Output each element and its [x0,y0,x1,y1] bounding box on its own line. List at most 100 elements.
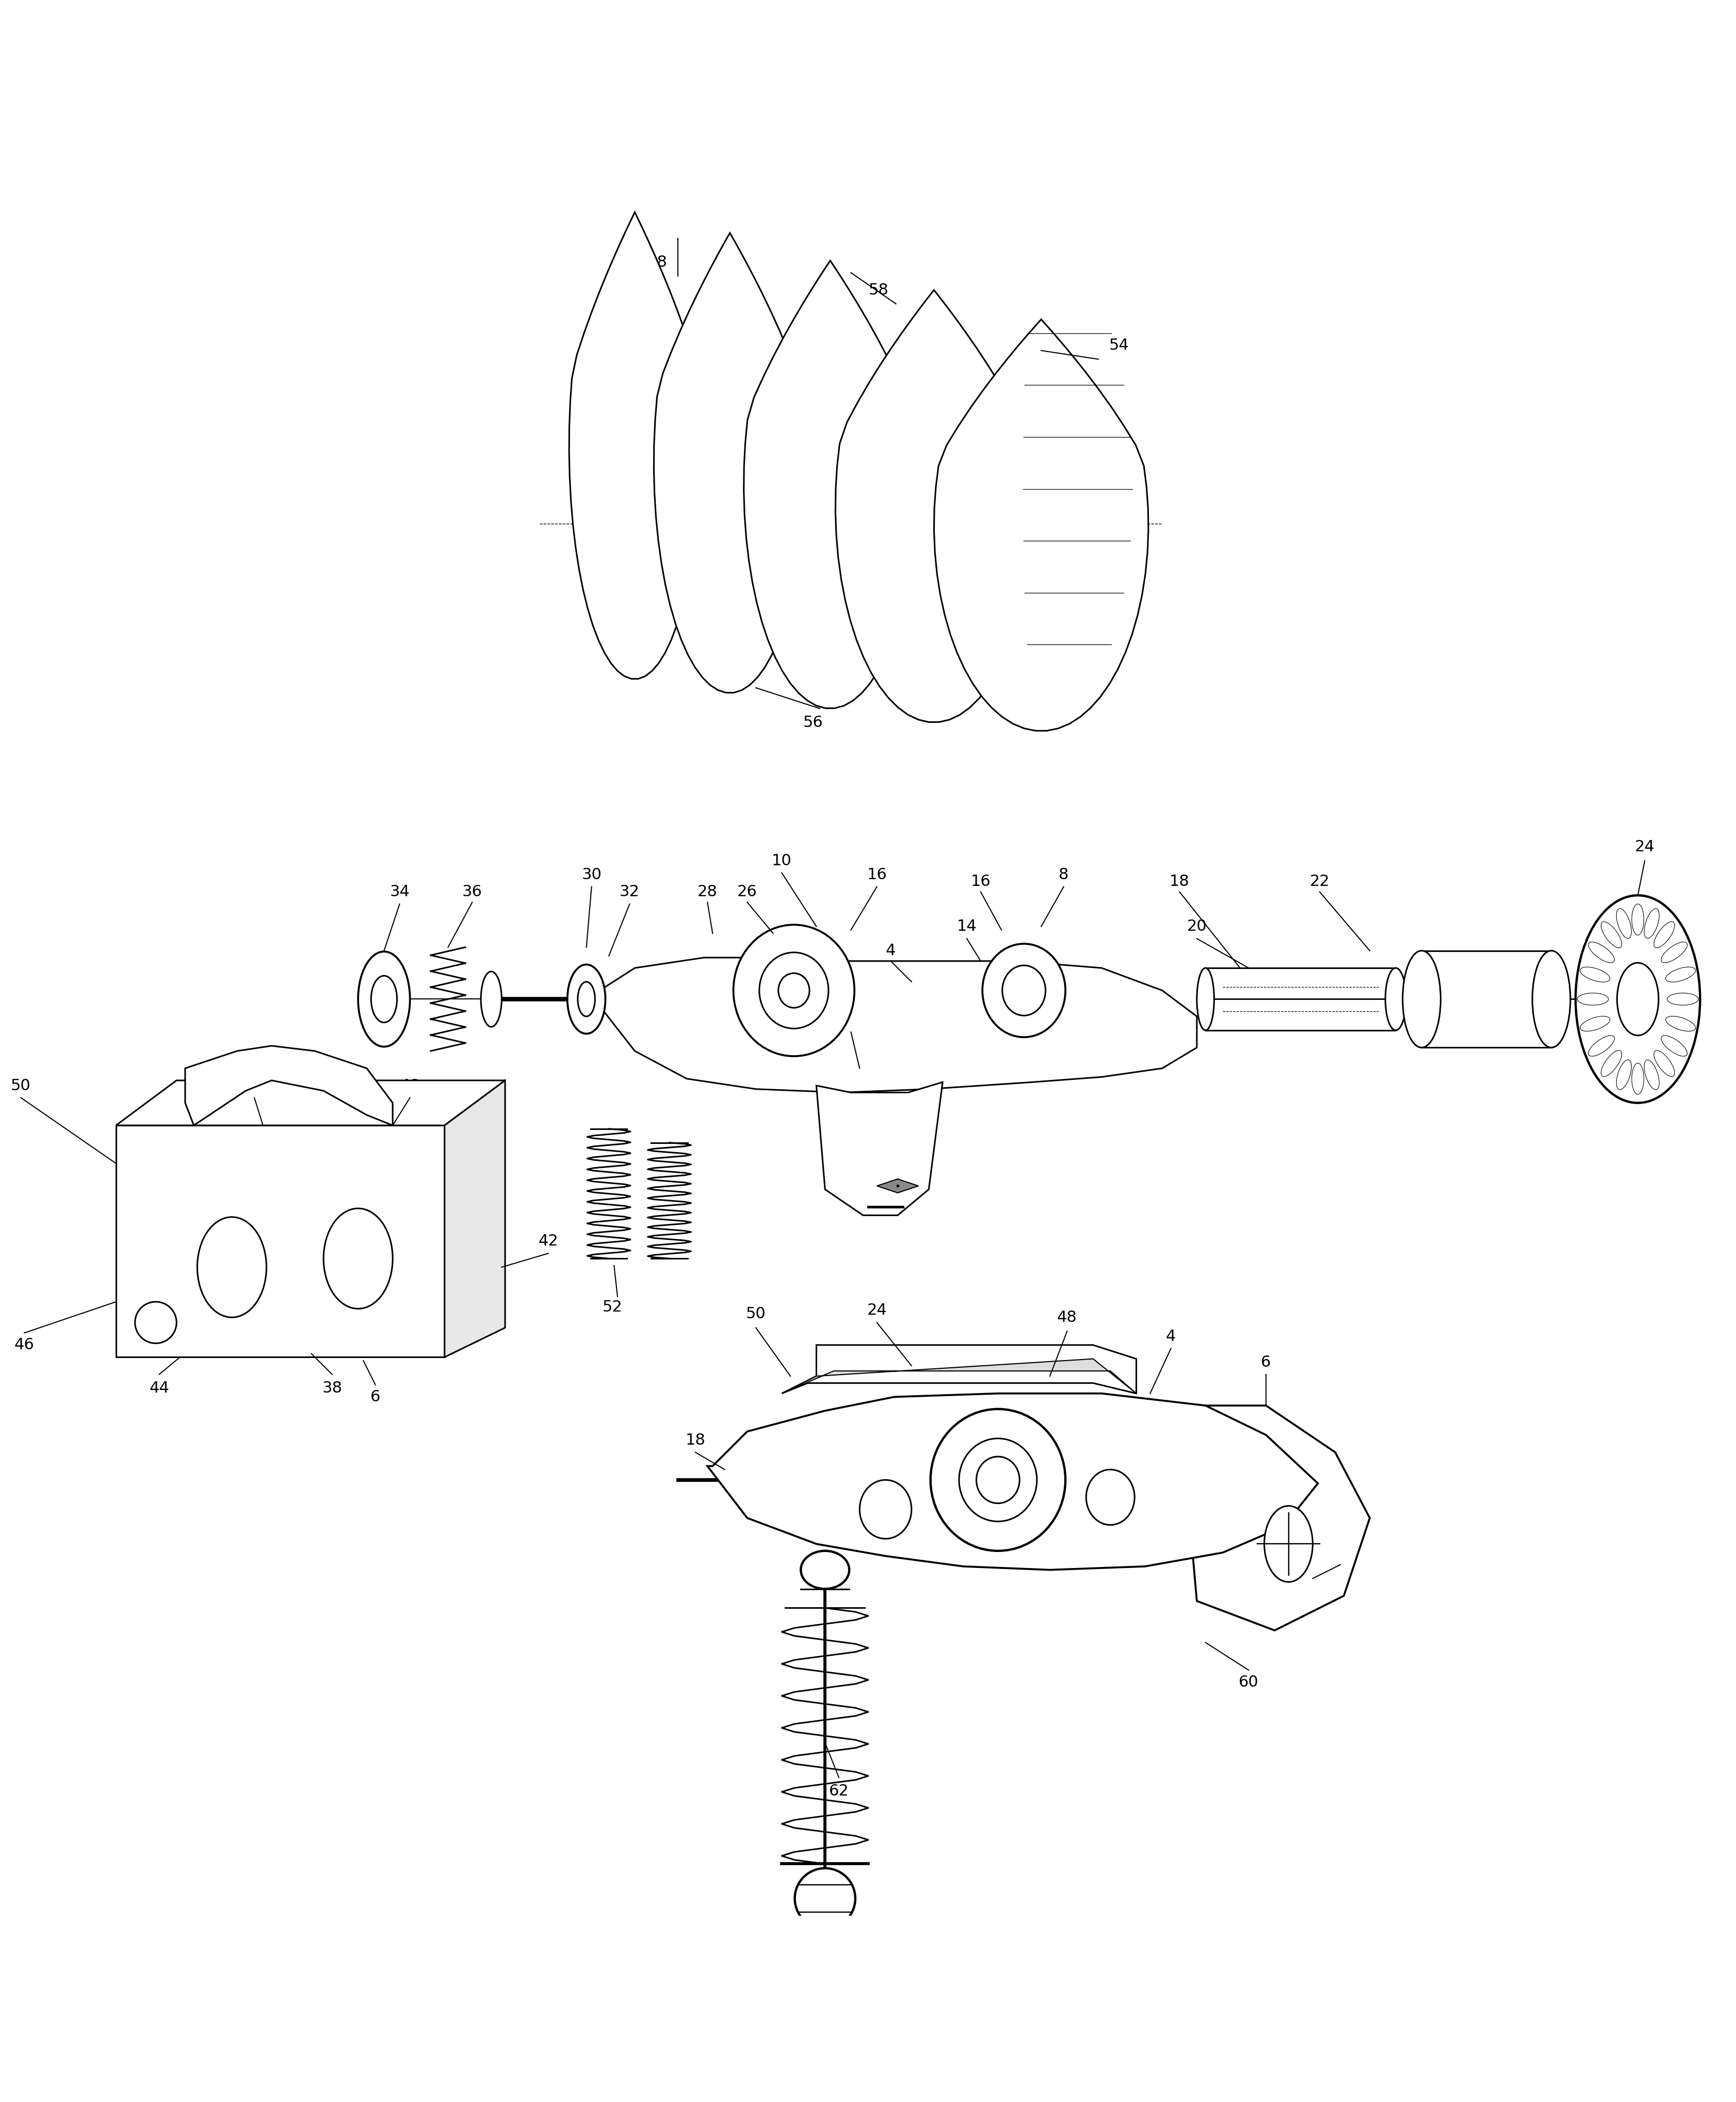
Ellipse shape [1665,1015,1694,1032]
Ellipse shape [983,944,1066,1036]
Polygon shape [707,1974,915,2020]
Text: 18: 18 [1168,874,1189,889]
Ellipse shape [568,965,606,1034]
Polygon shape [116,1080,505,1125]
Ellipse shape [1644,1059,1658,1089]
Ellipse shape [1616,908,1630,937]
Ellipse shape [759,952,828,1028]
Ellipse shape [1531,950,1569,1047]
Ellipse shape [958,1438,1036,1522]
Ellipse shape [1653,921,1674,948]
Ellipse shape [724,1997,891,2060]
Text: 12: 12 [840,1013,861,1028]
Text: 24: 24 [1634,839,1654,853]
Text: 16: 16 [970,874,990,889]
Ellipse shape [1575,895,1700,1104]
Text: 40: 40 [245,1078,264,1093]
Ellipse shape [1644,908,1658,937]
Text: 42: 42 [538,1234,559,1249]
Text: 38: 38 [321,1381,342,1396]
Polygon shape [934,320,1147,731]
Text: 24: 24 [866,1303,887,1318]
Ellipse shape [481,971,502,1026]
Text: 58: 58 [648,254,667,269]
Text: 10: 10 [771,853,792,868]
Ellipse shape [1576,992,1608,1005]
Ellipse shape [578,982,595,1017]
Ellipse shape [1385,969,1406,1030]
Ellipse shape [1661,1036,1687,1055]
Ellipse shape [1588,1036,1614,1055]
Text: 4: 4 [885,944,896,959]
Ellipse shape [1580,1015,1609,1032]
Text: 16: 16 [866,868,887,883]
Text: 32: 32 [620,885,639,900]
Polygon shape [743,261,917,708]
Ellipse shape [1653,1051,1674,1076]
Ellipse shape [1580,967,1609,982]
Polygon shape [781,1358,1135,1394]
Text: 52: 52 [602,1299,621,1314]
Text: 18: 18 [686,1434,705,1448]
Ellipse shape [800,1551,849,1589]
Ellipse shape [358,952,410,1047]
Text: 28: 28 [698,885,717,900]
Polygon shape [654,233,806,694]
Text: 26: 26 [738,885,757,900]
Polygon shape [592,959,1196,1093]
Ellipse shape [1601,1051,1621,1076]
Ellipse shape [1661,942,1687,963]
Polygon shape [186,1047,392,1125]
Ellipse shape [198,1217,266,1318]
Ellipse shape [1667,992,1698,1005]
Text: 50: 50 [746,1307,766,1322]
Text: 58: 58 [868,282,889,298]
Ellipse shape [708,1991,908,2066]
Ellipse shape [1196,969,1213,1030]
Ellipse shape [694,1986,920,2070]
Text: 48: 48 [399,1078,420,1093]
Polygon shape [781,1345,1135,1394]
Text: 50: 50 [10,1078,31,1093]
Text: 54: 54 [1109,338,1128,353]
Polygon shape [835,290,1033,723]
Ellipse shape [1264,1505,1312,1583]
Ellipse shape [135,1301,177,1343]
Text: 6: 6 [370,1389,380,1404]
Text: 36: 36 [462,885,483,900]
Polygon shape [444,1080,505,1358]
Ellipse shape [1588,942,1614,963]
Text: 6: 6 [1260,1356,1271,1371]
Text: 46: 46 [14,1337,35,1352]
Text: 14: 14 [957,919,977,933]
Text: 46: 46 [1330,1545,1351,1560]
Ellipse shape [1085,1469,1134,1524]
Ellipse shape [795,1869,856,1930]
Ellipse shape [372,975,398,1022]
Text: 34: 34 [389,885,410,900]
Ellipse shape [1632,1064,1644,1095]
Text: 48: 48 [1057,1310,1076,1324]
Text: 56: 56 [802,715,823,729]
Ellipse shape [1665,967,1694,982]
Text: 62: 62 [828,1785,849,1799]
Ellipse shape [323,1209,392,1310]
Ellipse shape [733,925,854,1055]
Text: 22: 22 [1309,874,1330,889]
Polygon shape [569,212,700,679]
Text: 60: 60 [1238,1675,1259,1690]
Ellipse shape [1403,950,1441,1047]
Ellipse shape [1632,904,1644,935]
Ellipse shape [930,1408,1066,1551]
Ellipse shape [778,973,809,1007]
Ellipse shape [1002,965,1045,1015]
Ellipse shape [976,1457,1019,1503]
Text: 20: 20 [1186,919,1207,933]
Text: 44: 44 [149,1381,168,1396]
Polygon shape [816,1083,943,1215]
Text: 4: 4 [1165,1328,1175,1343]
Ellipse shape [1616,963,1658,1036]
Polygon shape [116,1125,444,1358]
Ellipse shape [1616,1059,1630,1089]
Text: 8: 8 [1059,868,1068,883]
